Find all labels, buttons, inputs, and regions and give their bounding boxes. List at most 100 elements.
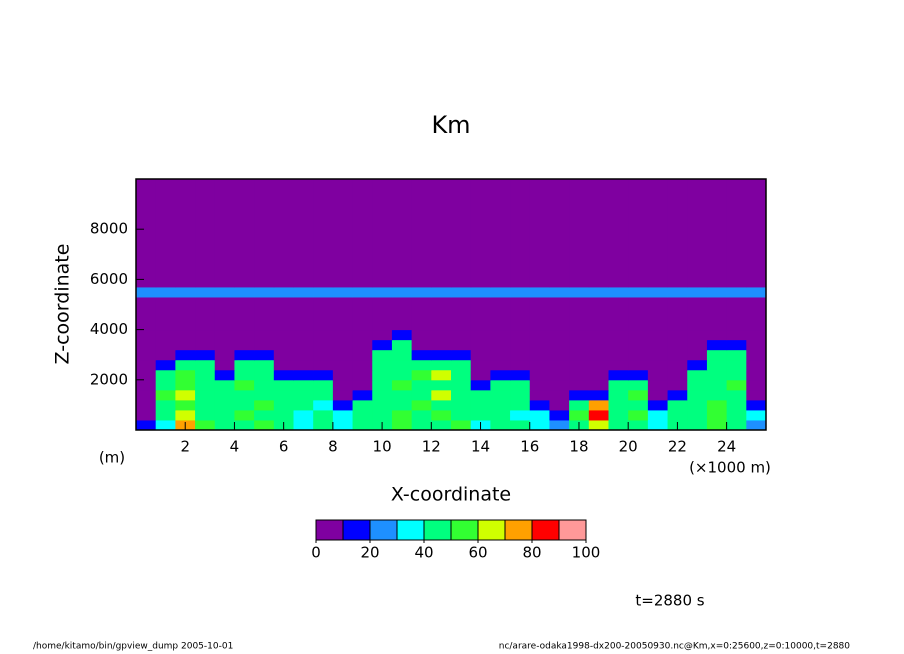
contour-cell [273,296,294,331]
contour-cell [136,369,157,381]
contour-cell [214,359,235,371]
contour-cell [746,409,767,421]
contour-cell [628,419,649,431]
contour-cell [234,286,255,298]
contour-cell [352,359,373,371]
contour-cell [451,419,472,431]
contour-cell [234,419,255,431]
contour-cell [588,389,609,401]
contour-cell [411,409,432,421]
contour-cell [549,399,570,411]
contour-cell [195,369,216,381]
contour-cell [214,286,235,298]
contour-cell [352,286,373,298]
contour-cell [746,419,767,431]
contour-cell [490,409,511,421]
contour-cell [175,369,196,381]
y-tick-label: 4000 [90,320,128,338]
contour-cell [510,179,531,288]
colorbar-tick-label: 20 [360,544,379,562]
contour-cell [234,339,255,351]
contour-cell [706,349,728,361]
contour-cell [549,359,570,371]
contour-cell [273,339,294,351]
contour-cell [647,369,669,381]
contour-cell [372,399,393,411]
contour-cell [628,296,649,331]
contour-cell [352,179,373,288]
contour-cell [254,329,275,341]
y-axis-label: Z-coordinate [52,244,74,365]
contour-cell [254,286,275,298]
contour-cell [628,339,649,351]
chart-title: Km [431,111,470,139]
contour-cell [273,369,294,381]
contour-cell [687,349,708,361]
contour-cell [155,339,176,351]
contour-cell [431,339,452,351]
contour-cell [293,329,314,341]
contour-cell [273,179,294,288]
contour-cell [391,389,413,401]
contour-cell [726,349,747,361]
contour-cell [391,359,413,371]
contour-cell [175,389,196,401]
contour-cell [490,379,511,391]
contour-cell [490,399,511,411]
contour-cell [352,329,373,341]
contour-cell [332,369,354,381]
contour-cell [234,179,255,288]
x-tick-label: 6 [279,438,289,456]
colorbar-tick-label: 0 [311,544,321,562]
contour-cell [726,286,747,298]
contour-cell [470,349,491,361]
contour-cell [313,369,334,381]
contour-cell [431,409,452,421]
contour-cell [155,296,176,331]
contour-cell [411,286,432,298]
contour-cell [214,339,235,351]
contour-cell [391,419,413,431]
contour-cell [608,329,629,341]
contour-cell [608,179,629,288]
colorbar-box [450,519,479,541]
contour-cell [372,296,393,331]
contour-cell [451,379,472,391]
contour-cell [746,379,767,391]
x-tick-label: 22 [668,438,687,456]
contour-cell [490,369,511,381]
contour-cell [529,399,550,411]
contour-cell [569,359,590,371]
contour-cell [175,349,196,361]
contour-cell [569,409,590,421]
contour-cell [411,179,432,288]
contour-cell [313,409,334,421]
contour-cell [588,419,609,431]
contour-cell [687,296,708,331]
contour-cell [490,339,511,351]
x-tick-label: 10 [373,438,392,456]
contour-cell [234,329,255,341]
contour-cell [136,359,157,371]
contour-cell [746,339,767,351]
contour-cell [726,409,747,421]
contour-cell [628,359,649,371]
contour-cell [647,359,669,371]
contour-cell [254,179,275,288]
contour-cell [746,389,767,401]
contour-cell [313,329,334,341]
y-axis-unit: (m) [99,449,125,467]
contour-cell [647,349,669,361]
contour-cell [628,409,649,421]
contour-cell [273,329,294,341]
contour-cell [510,419,531,431]
contour-cell [273,286,294,298]
contour-cell [529,296,550,331]
y-tick-label: 8000 [90,220,128,238]
contour-cell [175,399,196,411]
contour-cell [136,179,157,288]
contour-cell [588,339,609,351]
contour-cell [608,389,629,401]
colorbar-box [369,519,398,541]
contour-cell [372,339,393,351]
